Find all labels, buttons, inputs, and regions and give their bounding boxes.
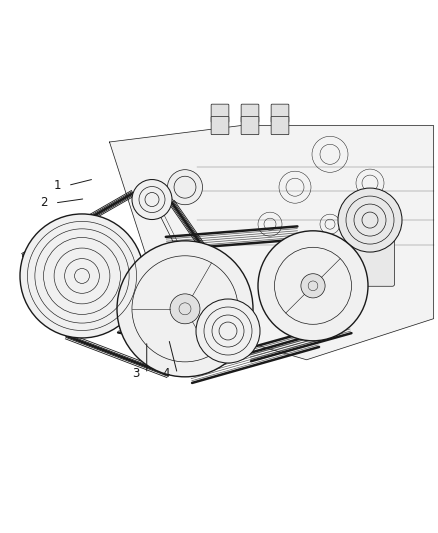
Text: 2: 2 [40, 197, 48, 209]
FancyBboxPatch shape [241, 117, 259, 135]
FancyBboxPatch shape [271, 104, 289, 123]
Circle shape [338, 188, 402, 252]
Circle shape [132, 180, 172, 220]
FancyBboxPatch shape [241, 104, 259, 123]
Circle shape [301, 274, 325, 298]
Text: 4: 4 [162, 367, 170, 381]
Polygon shape [110, 126, 434, 360]
Circle shape [174, 176, 196, 198]
Text: 1: 1 [53, 179, 61, 192]
FancyBboxPatch shape [346, 234, 395, 286]
Circle shape [167, 169, 202, 205]
Circle shape [117, 241, 253, 377]
Circle shape [258, 231, 368, 341]
FancyBboxPatch shape [211, 104, 229, 123]
Circle shape [20, 214, 144, 338]
FancyBboxPatch shape [211, 117, 229, 135]
Text: 3: 3 [132, 367, 139, 381]
Circle shape [170, 294, 200, 324]
Circle shape [196, 299, 260, 363]
FancyBboxPatch shape [271, 117, 289, 135]
